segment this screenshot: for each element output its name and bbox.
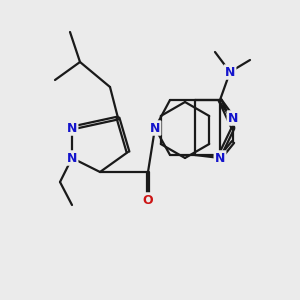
Text: N: N: [150, 122, 160, 134]
Text: N: N: [228, 112, 238, 124]
Text: N: N: [215, 152, 225, 164]
Text: N: N: [225, 65, 235, 79]
Text: N: N: [67, 152, 77, 164]
Text: N: N: [67, 122, 77, 134]
Text: O: O: [143, 194, 153, 206]
